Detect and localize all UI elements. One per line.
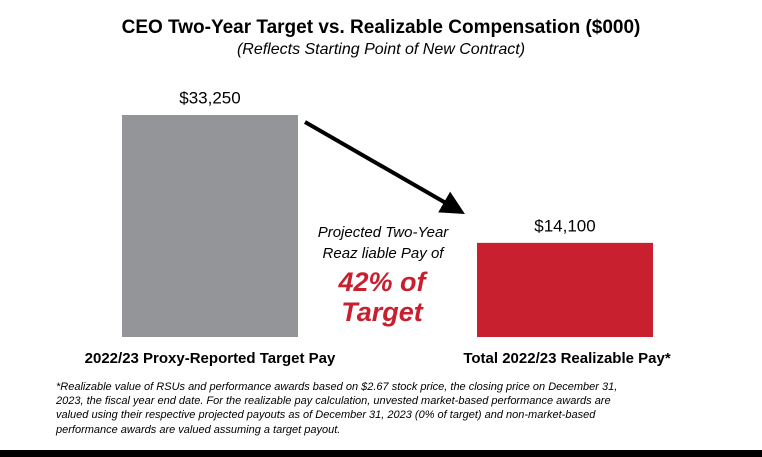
arrow <box>304 120 465 214</box>
annotation-highlight: Target <box>341 297 424 327</box>
footnote: 2023, the fiscal year end date. For the … <box>55 395 611 407</box>
footnote: valued using their respective projected … <box>56 409 596 421</box>
annotation: Projected Two-Year <box>318 224 450 241</box>
chart-title: CEO Two-Year Target vs. Realizable Compe… <box>122 17 641 38</box>
bottom-band <box>0 450 762 457</box>
annotation: Reaz liable Pay of <box>323 245 446 262</box>
category-label: 2022/23 Proxy-Reported Target Pay <box>85 350 336 367</box>
bar <box>122 115 298 337</box>
footnote: performance awards are valued assuming a… <box>55 424 340 436</box>
category-label: Total 2022/23 Realizable Pay* <box>463 350 670 367</box>
chart-subtitle: (Reflects Starting Point of New Contract… <box>237 41 525 58</box>
value-label: $33,250 <box>179 88 240 107</box>
value-label: $14,100 <box>534 216 595 235</box>
annotation-highlight: 42% of <box>337 267 428 297</box>
footnote: *Realizable value of RSUs and performanc… <box>56 381 617 393</box>
bar <box>477 242 653 337</box>
